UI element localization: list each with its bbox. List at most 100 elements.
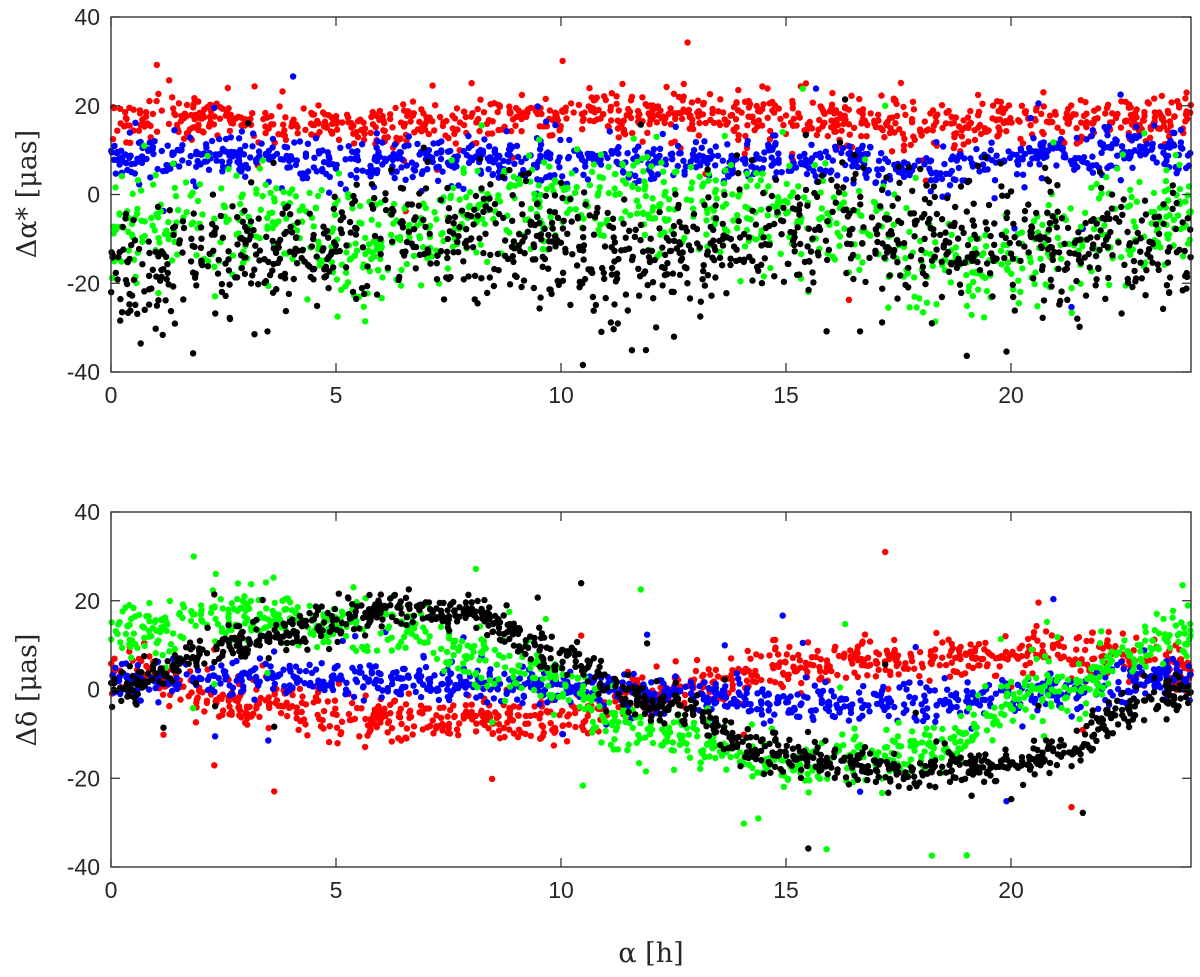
data-point (145, 301, 153, 308)
data-point (1178, 144, 1185, 152)
data-point (280, 121, 287, 128)
data-point (1172, 152, 1179, 159)
data-point (1004, 656, 1011, 663)
data-point (819, 177, 827, 185)
data-point (841, 650, 848, 657)
data-point (444, 713, 451, 720)
data-point (275, 244, 282, 251)
data-point (580, 234, 587, 241)
data-point (139, 238, 146, 245)
data-point (883, 174, 890, 181)
data-point (211, 104, 218, 112)
data-point (772, 139, 779, 147)
data-point (704, 272, 712, 279)
data-point (315, 148, 323, 155)
data-point (789, 654, 797, 661)
data-point (444, 729, 452, 737)
data-point (718, 262, 726, 269)
data-point (775, 651, 782, 658)
data-point (338, 286, 345, 294)
data-point (594, 204, 601, 212)
data-point (739, 156, 746, 163)
data-point (509, 253, 516, 260)
data-point (212, 224, 219, 232)
data-point (568, 170, 575, 177)
data-point (1128, 193, 1135, 201)
data-point (931, 193, 938, 201)
data-point (169, 257, 176, 264)
data-point (546, 208, 553, 215)
data-point (472, 728, 480, 735)
data-point (601, 243, 609, 250)
data-point (951, 142, 958, 149)
data-point (1053, 224, 1061, 231)
data-point (266, 271, 274, 279)
data-point (554, 214, 562, 221)
data-point (779, 217, 787, 225)
data-point (443, 117, 450, 125)
data-point (246, 236, 253, 243)
data-point (798, 250, 805, 258)
data-point (525, 152, 533, 159)
data-point (908, 119, 916, 126)
data-point (358, 284, 366, 292)
data-point (543, 185, 551, 193)
data-point (759, 83, 766, 90)
data-point (767, 264, 774, 272)
data-point (154, 214, 162, 221)
data-point (942, 170, 950, 177)
data-point (581, 275, 589, 283)
data-point (401, 252, 408, 259)
data-point (601, 275, 608, 282)
data-point (1003, 348, 1010, 355)
data-point (416, 251, 424, 258)
data-point (997, 160, 1004, 167)
data-point (809, 235, 816, 242)
data-point (282, 114, 289, 121)
data-point (504, 151, 511, 158)
data-point (1142, 292, 1149, 299)
data-point (1009, 255, 1017, 262)
data-point (153, 273, 160, 280)
data-point (818, 172, 826, 179)
data-point (116, 249, 123, 256)
data-point (1025, 201, 1032, 208)
data-point (1041, 164, 1049, 171)
data-point (422, 223, 429, 231)
data-point (196, 181, 204, 188)
data-point (207, 114, 214, 121)
data-point (507, 109, 514, 117)
data-point (923, 299, 931, 306)
data-point (1145, 246, 1153, 253)
data-point (1163, 282, 1171, 289)
data-point (111, 142, 118, 150)
data-point (900, 103, 907, 111)
data-point (211, 215, 218, 222)
data-point (426, 230, 433, 238)
data-point (1090, 216, 1097, 223)
data-point (183, 671, 190, 678)
data-point (225, 256, 232, 263)
data-point (710, 237, 717, 244)
data-point (900, 142, 908, 149)
data-point (1167, 122, 1174, 129)
data-point (881, 134, 888, 141)
data-point (350, 192, 357, 200)
data-point (513, 273, 520, 280)
data-point (678, 255, 686, 262)
data-point (318, 187, 325, 194)
data-point (320, 159, 328, 166)
data-point (674, 162, 681, 170)
data-point (699, 183, 706, 190)
data-point (948, 113, 955, 121)
data-point (149, 144, 157, 151)
data-point (524, 228, 531, 235)
data-point (315, 120, 322, 127)
data-point (179, 142, 186, 149)
data-point (290, 275, 297, 283)
data-point (928, 320, 936, 327)
data-point (866, 638, 874, 645)
data-point (412, 265, 419, 272)
data-point (216, 713, 223, 720)
data-point (1187, 226, 1194, 233)
